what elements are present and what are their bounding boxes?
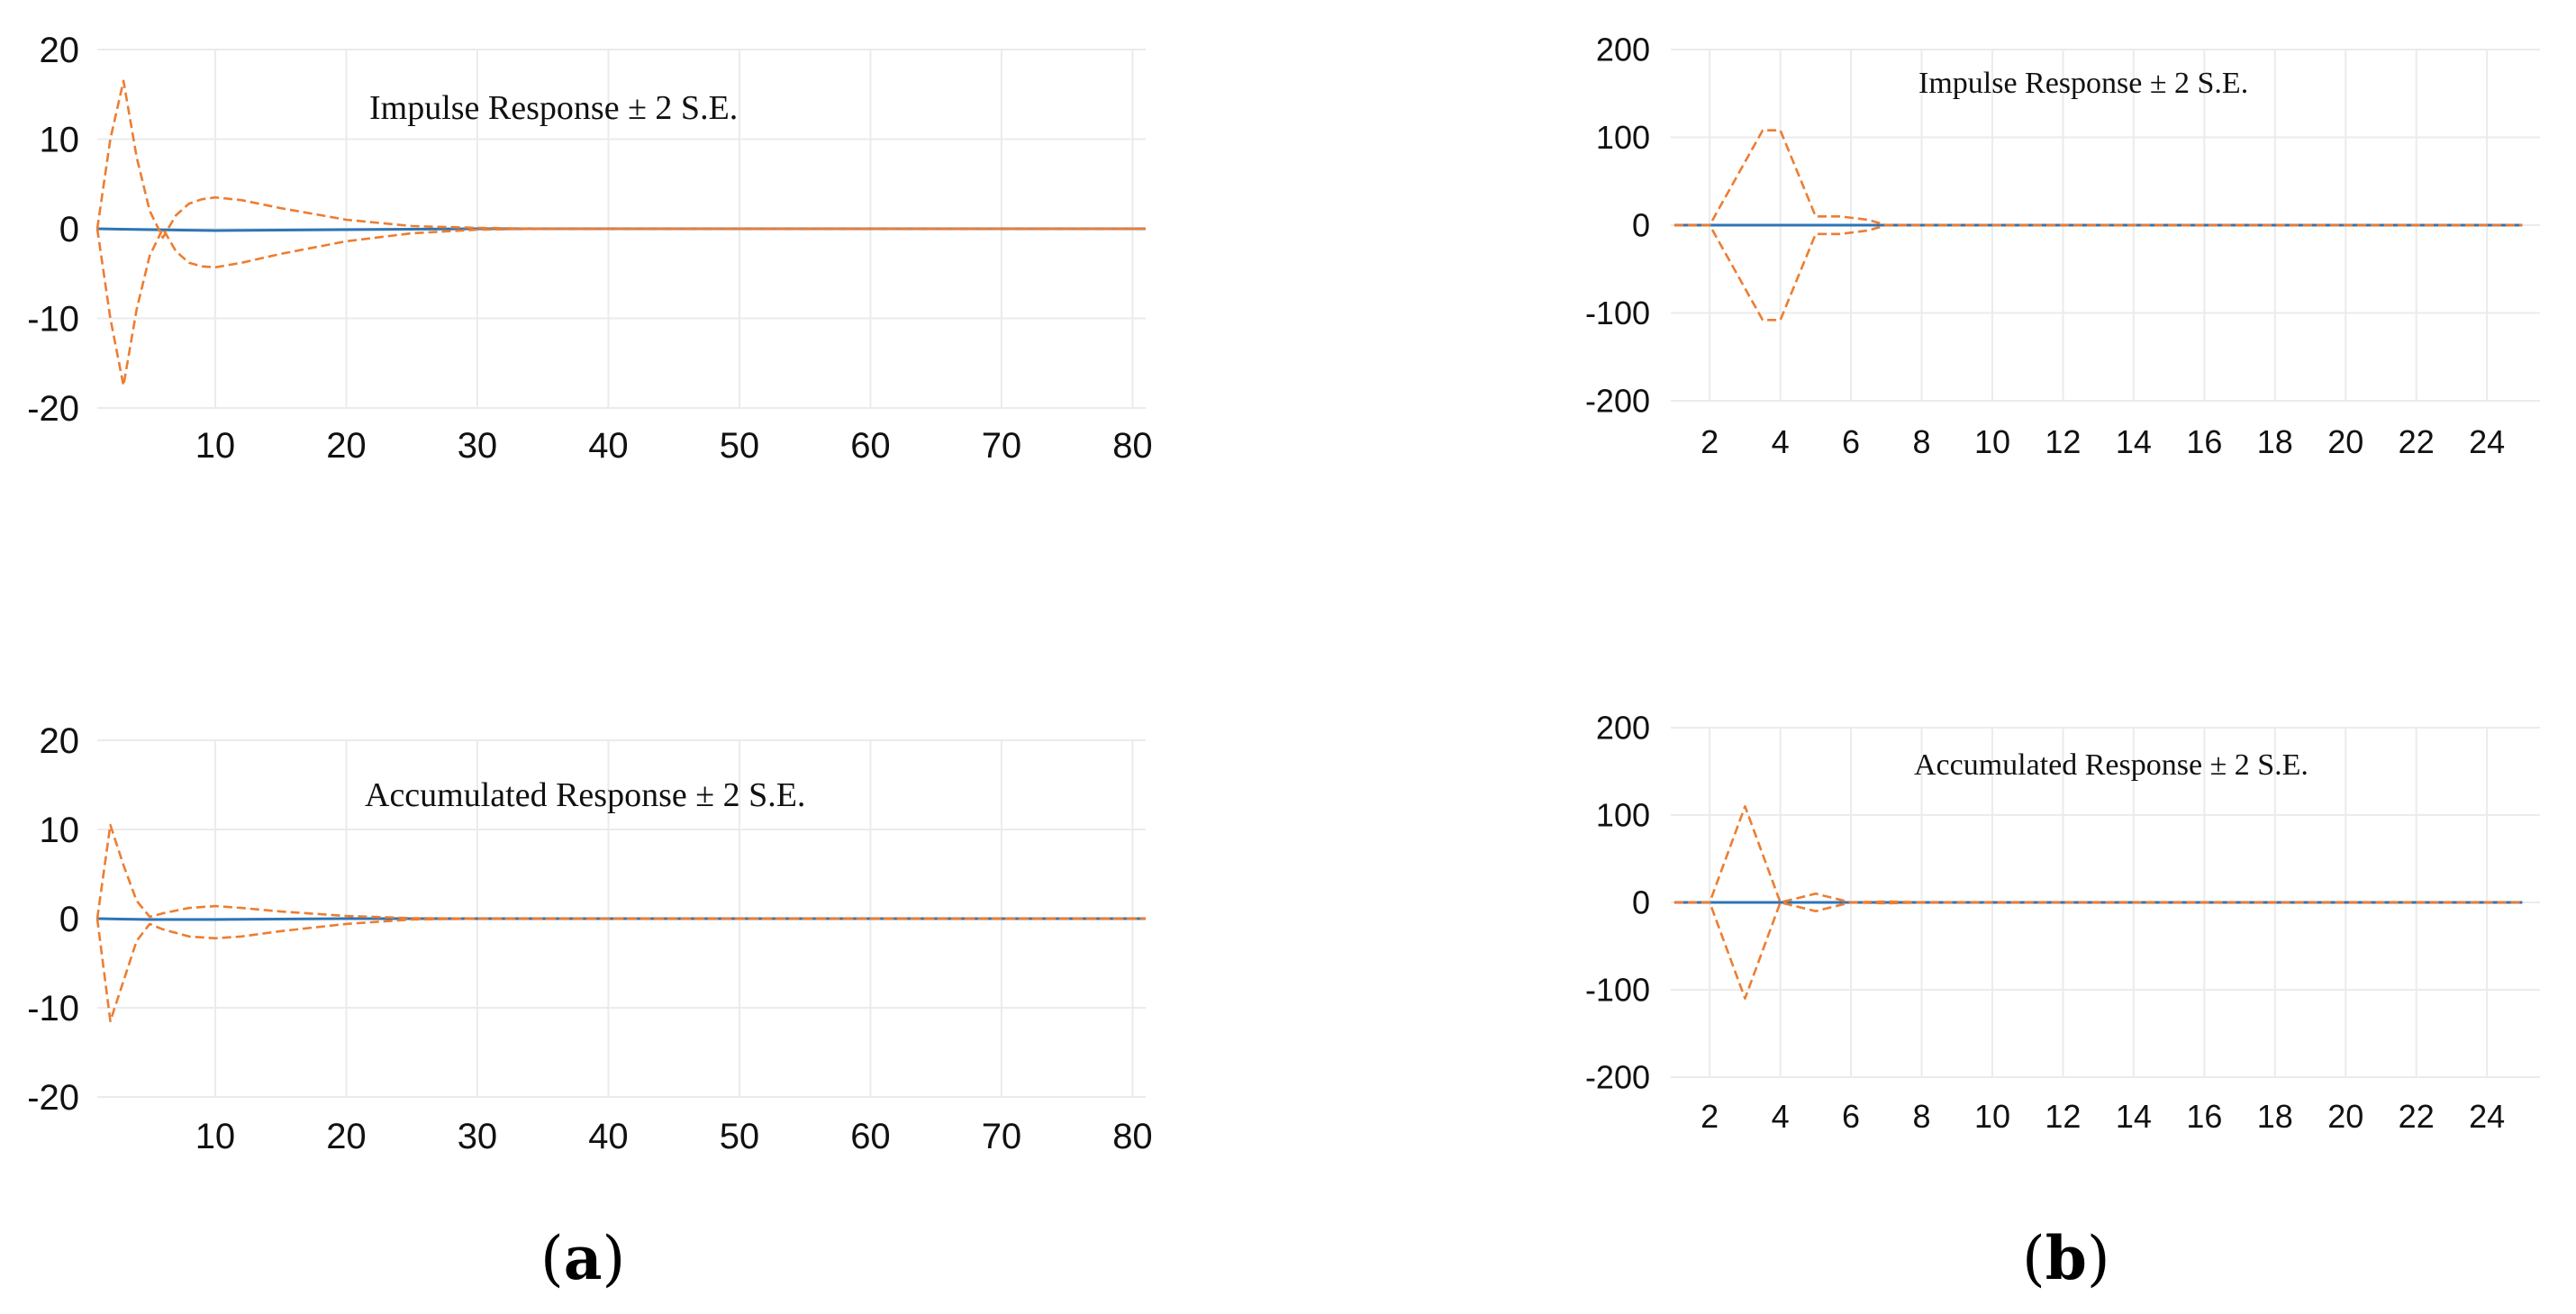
x-tick-label: 18 [2257, 423, 2293, 460]
y-tick-label: 100 [1596, 119, 1650, 156]
x-tick-label: 30 [458, 1117, 498, 1156]
x-tick-label: 20 [326, 1117, 367, 1156]
y-tick-label: 20 [40, 721, 80, 761]
series-upper-line [95, 823, 1146, 920]
y-tick-label: -10 [27, 989, 79, 1029]
x-tick-label: 80 [1112, 426, 1153, 466]
x-tick-label: 16 [2186, 1098, 2222, 1135]
y-tick-label: 0 [59, 900, 79, 939]
chart-title: Accumulated Response ± 2 S.E. [1914, 748, 2308, 782]
y-tick-label: 0 [1632, 884, 1650, 921]
panel-label-b: (b) [2022, 1223, 2110, 1293]
x-tick-label: 2 [1701, 1098, 1719, 1135]
x-tick-label: 8 [1913, 1098, 1931, 1135]
x-tick-label: 24 [2469, 1098, 2505, 1135]
y-tick-label: -10 [27, 300, 79, 340]
x-tick-label: 60 [850, 1117, 891, 1156]
x-tick-label: 30 [458, 426, 498, 466]
x-tick-label: 16 [2186, 423, 2222, 460]
x-tick-label: 6 [1842, 1098, 1860, 1135]
y-tick-label: 200 [1596, 710, 1650, 747]
x-tick-label: 22 [2399, 423, 2435, 460]
y-tick-label: 0 [1632, 207, 1650, 244]
y-tick-label: 200 [1596, 32, 1650, 68]
series-lower-line [95, 227, 1146, 387]
x-tick-label: 70 [982, 426, 1022, 466]
y-tick-label: -200 [1585, 1059, 1650, 1096]
x-tick-label: 14 [2116, 423, 2152, 460]
panel-label-b-letter: b [2045, 1223, 2087, 1293]
y-tick-label: 10 [40, 121, 80, 160]
x-tick-label: 50 [720, 426, 760, 466]
x-tick-label: 4 [1772, 423, 1790, 460]
x-tick-label: 14 [2116, 1098, 2152, 1135]
x-tick-label: 18 [2257, 1098, 2293, 1135]
x-tick-label: 20 [2327, 1098, 2363, 1135]
x-tick-label: 40 [588, 426, 629, 466]
x-tick-label: 22 [2399, 1098, 2435, 1135]
x-tick-label: 2 [1701, 423, 1719, 460]
x-tick-label: 20 [2327, 423, 2363, 460]
y-tick-label: 100 [1596, 797, 1650, 834]
x-tick-label: 4 [1772, 1098, 1790, 1135]
chart-title: Impulse Response ± 2 S.E. [1918, 67, 2248, 100]
x-tick-label: 70 [982, 1117, 1022, 1156]
x-tick-label: 60 [850, 426, 891, 466]
chart-title: Impulse Response ± 2 S.E. [369, 89, 738, 127]
y-tick-label: 20 [40, 31, 80, 70]
x-tick-label: 10 [195, 1117, 236, 1156]
x-tick-label: 10 [195, 426, 236, 466]
y-tick-label: -100 [1585, 972, 1650, 1009]
panel-label-a: (a) [540, 1223, 626, 1293]
x-tick-label: 20 [326, 426, 367, 466]
x-tick-label: 6 [1842, 423, 1860, 460]
x-tick-label: 24 [2469, 423, 2505, 460]
series-lower-line [1673, 901, 2523, 1000]
series-upper-line [95, 79, 1146, 240]
y-tick-label: 0 [59, 210, 79, 249]
y-tick-label: -100 [1585, 295, 1650, 331]
x-tick-label: 50 [720, 1117, 760, 1156]
series-lower-line [95, 917, 1146, 1023]
y-tick-label: -20 [27, 1078, 79, 1118]
x-tick-label: 10 [1974, 423, 2010, 460]
x-tick-label: 12 [2045, 1098, 2081, 1135]
chart-a-top: 20 10 0 -10 -20 10 20 30 40 50 60 70 80 Impulse Respo… [27, 31, 1153, 466]
series-upper-line [1673, 129, 2523, 227]
x-tick-label: 12 [2045, 423, 2081, 460]
y-tick-label: 10 [40, 811, 80, 850]
y-tick-label: -20 [27, 389, 79, 429]
series-lower-line [1673, 223, 2523, 322]
x-tick-label: 40 [588, 1117, 629, 1156]
chart-a-bottom: 20 10 0 -10 -20 10 20 30 40 50 60 70 80 Accumulated R… [27, 721, 1153, 1156]
y-tick-label: -200 [1585, 383, 1650, 420]
panel-label-a-letter: a [563, 1223, 603, 1293]
series-response-line [96, 917, 1146, 921]
series-upper-line [1673, 804, 2523, 904]
x-tick-label: 8 [1913, 423, 1931, 460]
chart-title: Accumulated Response ± 2 S.E. [365, 776, 805, 814]
x-tick-label: 80 [1112, 1117, 1153, 1156]
x-tick-label: 10 [1974, 1098, 2010, 1135]
